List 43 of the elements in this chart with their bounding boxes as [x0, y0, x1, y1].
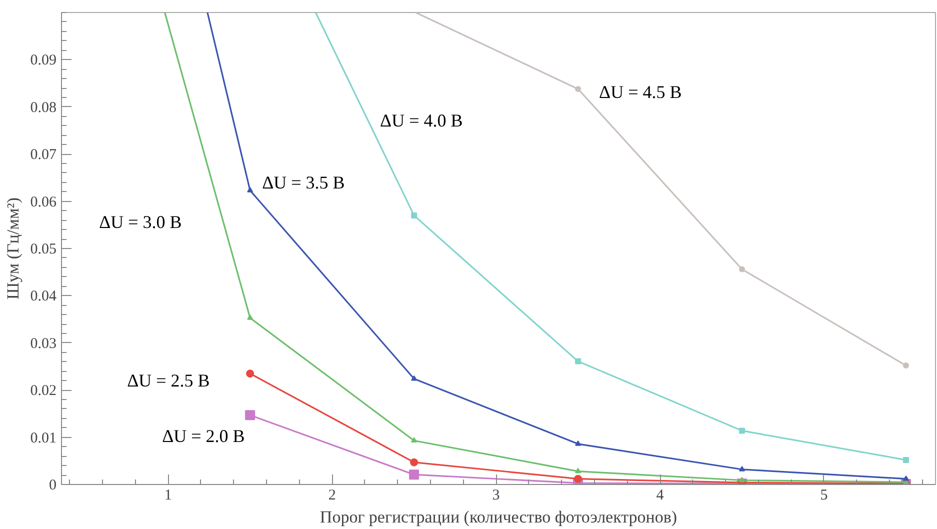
point — [245, 410, 256, 420]
point — [575, 86, 582, 92]
y-axis-title: Шум (Гц/мм²) — [3, 197, 22, 300]
x-tick-label: 3 — [492, 488, 500, 504]
y-tick-label: 0.07 — [30, 147, 57, 164]
y-tick-label: 0.04 — [30, 288, 57, 305]
point — [410, 458, 418, 466]
point — [739, 466, 746, 472]
series-label: ΔU = 4.0 В — [380, 110, 463, 130]
point — [575, 468, 582, 474]
text: ΔU = 3.0 В — [99, 212, 182, 232]
y-tick-label: 0 — [49, 478, 56, 494]
point — [411, 212, 418, 218]
x-tick-label: 4 — [656, 488, 664, 504]
point — [409, 470, 420, 480]
point — [739, 266, 746, 272]
y-tick-label: 0.05 — [30, 242, 56, 258]
point — [902, 362, 909, 369]
y-tick-label: 0.09 — [30, 52, 56, 69]
point — [575, 358, 582, 364]
point — [902, 475, 909, 481]
point — [902, 456, 909, 463]
series-label: ΔU = 3.5 В — [262, 172, 345, 192]
text: ΔU = 2.5 В — [127, 370, 210, 391]
series-label: ΔU = 2.0 В — [162, 426, 245, 446]
y-tick-label: 0.02 — [30, 383, 56, 400]
point — [247, 314, 254, 320]
point — [246, 370, 254, 378]
x-tick-label: 2 — [328, 488, 336, 504]
y-tick-label: 0.08 — [30, 100, 56, 116]
x-tick-label: 1 — [164, 488, 172, 504]
series-label: ΔU = 4.5 В — [599, 82, 682, 102]
point — [411, 375, 418, 381]
point — [247, 187, 254, 192]
x-tick-label: 5 — [820, 488, 828, 504]
point — [575, 440, 582, 446]
point — [739, 428, 746, 434]
point — [574, 474, 582, 483]
point — [411, 437, 418, 443]
y-tick-label: 0.03 — [30, 336, 56, 352]
y-tick-label: 0.01 — [30, 430, 56, 446]
x-axis-title: Порог регистрации (количество фотоэлектронов) — [320, 508, 678, 526]
y-tick-label: 0.06 — [30, 194, 57, 210]
